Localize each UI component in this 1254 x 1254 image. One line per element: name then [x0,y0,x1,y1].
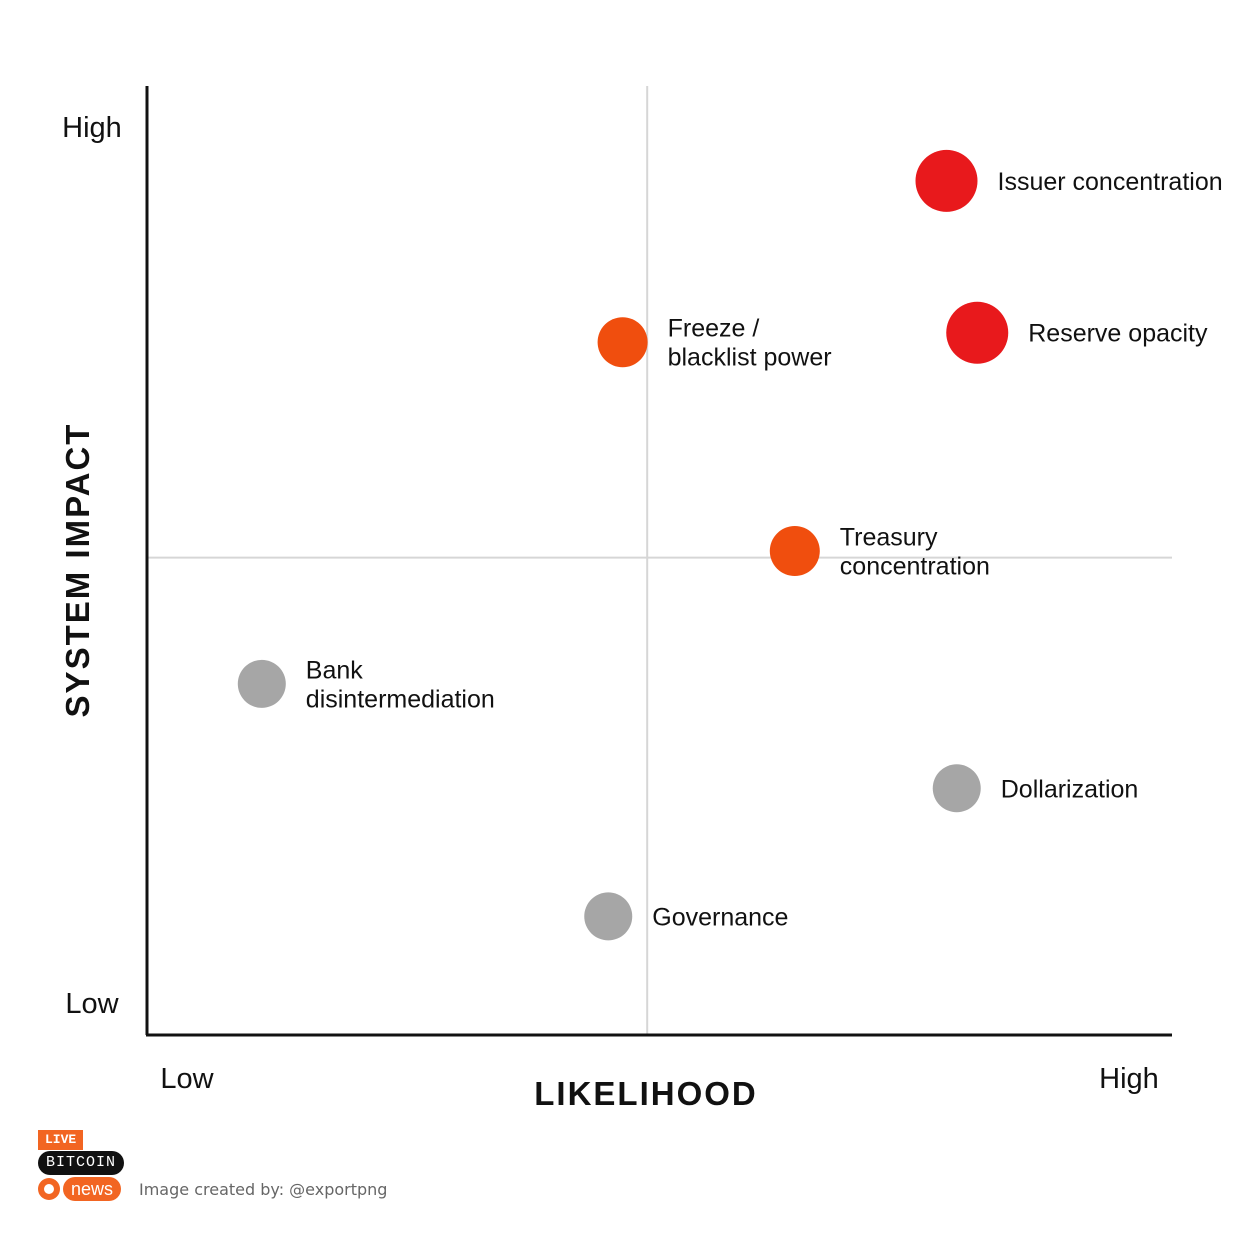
data-point [597,317,648,368]
axes [145,86,1172,1037]
data-point-label: Dollarization [1001,775,1139,803]
data-point [769,526,820,577]
live-bitcoin-news-logo: LIVE BITCOIN news [38,1130,130,1204]
y-tick-label-high: High [62,112,122,144]
data-point-label: Reserve opacity [1028,320,1208,348]
y-axis-title: SYSTEM IMPACT [59,423,96,718]
data-point-label: Freeze / blacklist power [668,315,832,372]
data-point-label: Bank disintermediation [306,656,495,713]
x-tick-label-low: Low [160,1063,214,1095]
logo-bitcoin-pill: BITCOIN [38,1151,124,1175]
quadrant-lines [147,86,1172,1035]
data-point-group: Reserve opacity [946,301,1208,364]
data-point [237,659,286,708]
data-point-group: Governance [584,892,788,941]
logo-news-pill: news [63,1177,122,1201]
sun-icon [38,1178,60,1200]
data-point-label: Treasury concentration [840,524,990,581]
x-axis-title: LIKELIHOOD [534,1075,758,1112]
logo-news-row: news [38,1177,122,1201]
data-point-group: Treasury concentration [769,524,990,581]
data-points: Issuer concentration Reserve opacity Freez… [237,149,1223,941]
data-point-group: Dollarization [932,764,1139,813]
data-point-group: Freeze / blacklist power [597,315,832,372]
data-point [932,764,981,813]
y-tick-label-low: Low [65,988,119,1020]
data-point [946,301,1009,364]
data-point-label: Governance [652,903,788,931]
x-tick-label-high: High [1099,1063,1159,1095]
logo-live-tag: LIVE [38,1130,84,1150]
data-point-label: Issuer concentration [998,168,1223,196]
data-point-group: Bank disintermediation [237,656,495,713]
data-point-group: Issuer concentration [915,149,1223,212]
image-credit: Image created by: @exportpng [139,1180,388,1199]
data-point [584,892,633,941]
data-point [915,149,978,212]
